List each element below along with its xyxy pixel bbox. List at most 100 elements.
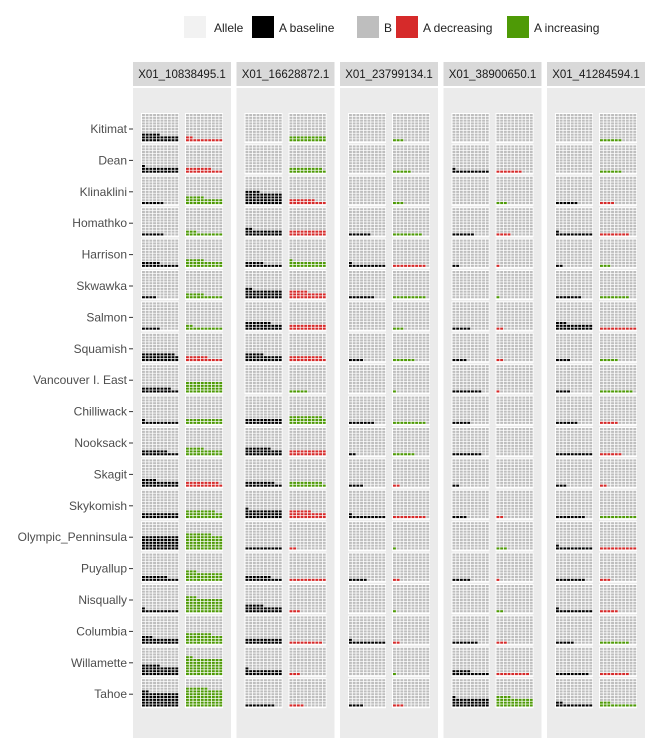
waffle-cell [205,439,208,441]
waffle-cell [216,151,219,153]
waffle-cell [175,385,178,387]
waffle-cell [208,419,211,421]
waffle-cell [175,442,178,444]
waffle-cell [172,222,175,224]
waffle-cell [142,191,145,193]
waffle-cell [157,448,160,450]
waffle-cell [161,385,164,387]
waffle-cell [153,245,156,247]
waffle-cell [142,262,145,264]
waffle-cell [201,168,204,170]
waffle-cell [193,168,196,170]
waffle-cell [205,211,208,213]
waffle-cell [212,157,215,159]
waffle-cell [216,445,219,447]
waffle-cell [212,316,215,318]
waffle-cell [172,154,175,156]
waffle-cell [153,382,156,384]
waffle-cell [208,337,211,339]
waffle-cell [157,165,160,167]
waffle-cell [161,405,164,407]
waffle-cell [201,442,204,444]
waffle-cell [149,120,152,122]
waffle-cell [146,162,149,164]
waffle-cell [157,254,160,256]
waffle-cell [193,353,196,355]
waffle-cell [205,405,208,407]
waffle-cell [205,259,208,261]
waffle-cell [142,265,145,267]
waffle-cell [219,259,222,261]
waffle-cell [149,214,152,216]
waffle-cell [175,202,178,204]
waffle-cell [153,379,156,381]
waffle-cell [219,265,222,267]
waffle-cell [219,293,222,295]
waffle-cell [193,151,196,153]
waffle-cell [190,196,193,198]
waffle-cell [142,402,145,404]
waffle-cell [201,277,204,279]
waffle-cell [161,311,164,313]
waffle-cell [219,285,222,287]
waffle-cell [157,277,160,279]
waffle-cell [219,291,222,293]
waffle-cell [146,436,149,438]
waffle-cell [201,397,204,399]
waffle-cell [201,448,204,450]
waffle-cell [146,114,149,116]
waffle-cell [157,139,160,141]
waffle-cell [149,351,152,353]
waffle-cell [216,322,219,324]
waffle-cell [172,422,175,424]
waffle-cell [193,259,196,261]
legend-label: A baseline [279,21,335,35]
waffle-cell [205,353,208,355]
waffle-cell [212,122,215,124]
legend-label: A decreasing [423,21,492,35]
waffle-cell [175,402,178,404]
waffle-cell [197,411,200,413]
waffle-cell [161,339,164,341]
waffle-cell [216,382,219,384]
waffle-cell [219,185,222,187]
waffle-cell [212,390,215,392]
waffle-cell [216,240,219,242]
waffle-cell [172,279,175,281]
waffle-cell [157,419,160,421]
waffle-cell [219,279,222,281]
waffle-cell [201,231,204,233]
waffle-cell [146,288,149,290]
waffle-cell [197,265,200,267]
waffle-cell [168,131,171,133]
waffle-cell [142,225,145,227]
waffle-cell [168,453,171,455]
waffle-cell [197,325,200,327]
waffle-cell [161,351,164,353]
waffle-cell [193,328,196,330]
waffle-cell [142,322,145,324]
waffle-cell [164,262,167,264]
waffle-cell [146,145,149,147]
waffle-cell [142,311,145,313]
waffle-cell [201,388,204,390]
waffle-cell [168,348,171,350]
waffle-cell [201,374,204,376]
waffle-cell [219,134,222,136]
waffle-cell [153,305,156,307]
waffle-cell [205,408,208,410]
waffle-cell [149,445,152,447]
waffle-cell [205,368,208,370]
waffle-cell [197,225,200,227]
waffle-cell [153,376,156,378]
waffle-cell [216,399,219,401]
waffle-cell [157,353,160,355]
waffle-cell [157,285,160,287]
waffle-cell [193,125,196,127]
waffle-cell [197,168,200,170]
waffle-cell [205,397,208,399]
waffle-cell [157,390,160,392]
waffle-cell [212,245,215,247]
waffle-cell [186,196,189,198]
waffle-cell [164,431,167,433]
